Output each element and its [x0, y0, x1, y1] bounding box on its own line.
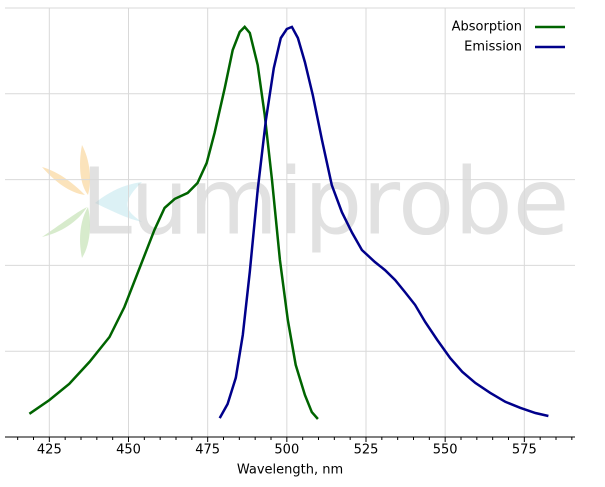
legend-label: Absorption [452, 20, 522, 35]
logo [42, 145, 142, 258]
x-tick-label: 525 [354, 443, 379, 458]
x-tick-label: 425 [37, 443, 62, 458]
legend-label: Emission [464, 40, 522, 55]
series-line [218, 25, 549, 419]
x-tick-label: 575 [512, 443, 537, 458]
x-tick-label: 450 [116, 443, 141, 458]
x-axis-label: Wavelength, nm [237, 463, 343, 478]
x-tick-label: 550 [433, 443, 458, 458]
x-tick-label: 475 [195, 443, 220, 458]
series-line [28, 25, 319, 420]
x-tick-label: 500 [274, 443, 299, 458]
watermark: Lumiprobe [81, 148, 570, 255]
